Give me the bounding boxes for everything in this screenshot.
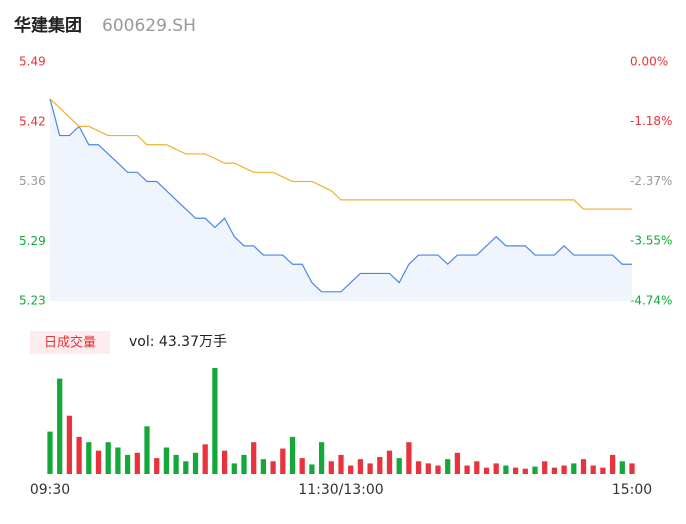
volume-bar <box>522 468 528 474</box>
volume-bar <box>221 450 228 474</box>
x-tick-label: 15:00 <box>612 482 652 498</box>
volume-bar <box>542 461 548 474</box>
volume-bar <box>212 368 218 474</box>
volume-bar <box>532 466 538 474</box>
volume-bar <box>95 450 102 474</box>
volume-bar <box>134 452 140 474</box>
stock-name: 华建集团 <box>14 15 82 36</box>
volume-bar <box>357 459 364 474</box>
volume-bar <box>377 457 383 474</box>
volume-bar <box>367 463 373 474</box>
volume-bar <box>76 436 82 474</box>
x-tick-label: 11:30/13:00 <box>298 482 383 498</box>
y2-tick-label: -3.55% <box>630 233 672 247</box>
volume-bar <box>241 454 247 474</box>
volume-bar <box>600 467 606 474</box>
stock-code: 600629.SH <box>102 16 196 36</box>
volume-bar <box>406 442 412 474</box>
y2-tick-label: -4.74% <box>630 294 672 308</box>
volume-bar <box>260 459 267 474</box>
volume-bar <box>192 452 199 474</box>
volume-bar <box>124 454 131 474</box>
volume-badge: 日成交量 <box>44 335 96 351</box>
y-tick-label: 5.29 <box>19 234 46 248</box>
volume-bar <box>493 463 499 474</box>
volume-bar <box>590 465 596 474</box>
volume-bar <box>86 442 92 474</box>
volume-bar <box>580 459 587 474</box>
volume-bar <box>202 444 208 474</box>
price-line <box>49 98 632 293</box>
price-area <box>50 98 632 302</box>
y-tick-label: 5.23 <box>19 294 46 308</box>
volume-bar <box>251 442 257 474</box>
volume-bar <box>503 465 509 474</box>
volume-bar <box>386 450 393 474</box>
y-tick-label: 5.42 <box>19 114 46 128</box>
volume-bar <box>163 447 170 474</box>
volume-bar <box>154 458 160 474</box>
volume-bar <box>619 461 625 474</box>
volume-bar <box>348 465 354 474</box>
volume-bar <box>309 464 315 474</box>
volume-badge-bg <box>30 331 110 354</box>
volume-bar <box>425 463 431 474</box>
volume-bar <box>57 378 63 474</box>
volume-bar <box>464 465 470 474</box>
volume-bar <box>318 442 325 474</box>
volume-bar <box>609 454 616 474</box>
volume-bar <box>483 467 490 474</box>
volume-bar <box>561 465 567 474</box>
volume-bar <box>105 442 111 474</box>
volume-label: vol: 43.37万手 <box>129 334 227 350</box>
volume-bar <box>183 461 189 474</box>
y-tick-label: 5.36 <box>19 174 46 188</box>
volume-bar <box>629 463 635 474</box>
volume-bar <box>415 461 422 474</box>
y-tick-label: 5.49 <box>19 55 46 69</box>
volume-bar <box>173 454 179 474</box>
volume-bar <box>328 461 334 474</box>
volume-bar <box>396 458 402 474</box>
x-tick-label: 09:30 <box>30 482 70 498</box>
volume-bar <box>454 452 461 474</box>
volume-bar <box>47 431 53 474</box>
volume-bar <box>270 461 276 474</box>
volume-bar <box>512 467 519 474</box>
volume-bar <box>551 467 558 474</box>
y2-tick-label: -1.18% <box>630 114 672 128</box>
volume-bar <box>231 463 237 474</box>
volume-bar <box>144 426 150 474</box>
y2-tick-label: -2.37% <box>630 174 672 188</box>
average-line <box>49 98 632 210</box>
volume-bar <box>445 459 451 474</box>
y2-tick-label: 0.00% <box>630 55 668 69</box>
volume-bar <box>115 447 121 474</box>
volume-bar <box>299 458 305 474</box>
volume-bar <box>66 415 73 474</box>
volume-bar <box>571 463 577 474</box>
volume-bar <box>289 436 296 474</box>
volume-bar <box>338 454 344 474</box>
volume-bar <box>474 461 480 474</box>
volume-bar <box>280 448 286 474</box>
volume-bar <box>435 465 441 474</box>
